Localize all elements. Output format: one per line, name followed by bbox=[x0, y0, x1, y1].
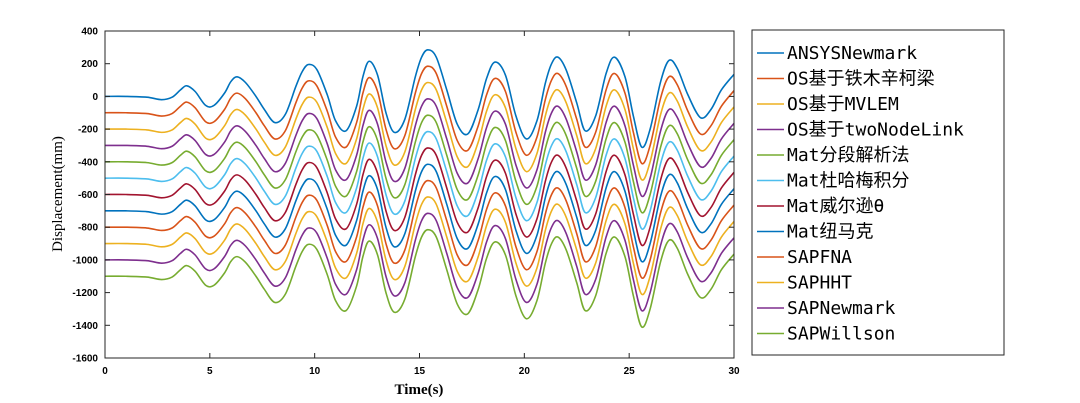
y-tick-label: 0 bbox=[92, 92, 98, 103]
series-line-1 bbox=[104, 49, 735, 149]
y-tick-label: 200 bbox=[81, 59, 98, 70]
y-tick-label: -600 bbox=[78, 190, 98, 201]
series-line-3 bbox=[104, 81, 735, 181]
series-line-10 bbox=[104, 196, 735, 296]
series-line-5 bbox=[104, 114, 735, 214]
legend-label: SAPFNA bbox=[787, 247, 852, 268]
x-axis-label: Time(s) bbox=[395, 382, 444, 398]
series-line-12 bbox=[104, 228, 735, 329]
series-line-11 bbox=[104, 212, 735, 312]
y-tick-label: -800 bbox=[78, 223, 98, 234]
x-tick-label: 30 bbox=[728, 366, 740, 377]
legend-label: OS基于铁木辛柯梁 bbox=[787, 69, 935, 90]
series-line-9 bbox=[104, 179, 735, 279]
x-tick-label: 10 bbox=[309, 366, 321, 377]
legend-label: SAPNewmark bbox=[787, 298, 896, 319]
legend-label: Mat杜哈梅积分 bbox=[787, 171, 910, 192]
legend-item: Mat威尔逊θ bbox=[757, 196, 884, 217]
x-tick-label: 5 bbox=[207, 366, 213, 377]
legend-item: Mat杜哈梅积分 bbox=[757, 171, 910, 192]
series-line-2 bbox=[104, 65, 735, 165]
y-tick-label: -400 bbox=[78, 157, 98, 168]
x-tick-label: 15 bbox=[414, 366, 426, 377]
x-tick-label: 25 bbox=[624, 366, 636, 377]
y-axis-label: Displacement(mm) bbox=[50, 136, 66, 252]
legend-label: OS基于MVLEM bbox=[787, 94, 899, 115]
legend-label: Mat威尔逊θ bbox=[787, 196, 884, 217]
legend-item: SAPHHT bbox=[757, 273, 852, 294]
y-tick-label: -1600 bbox=[72, 354, 98, 365]
legend-label: OS基于twoNodeLink bbox=[787, 120, 964, 141]
legend-item: OS基于铁木辛柯梁 bbox=[757, 69, 935, 90]
legend-label: SAPHHT bbox=[787, 273, 852, 294]
legend-item: OS基于MVLEM bbox=[757, 94, 899, 115]
series-layer bbox=[104, 49, 735, 329]
legend-item: Mat纽马克 bbox=[757, 222, 874, 243]
legend-label: Mat分段解析法 bbox=[787, 145, 910, 166]
legend-label: SAPWillson bbox=[787, 324, 895, 345]
legend-item: SAPFNA bbox=[757, 247, 852, 268]
y-tick-label: -1000 bbox=[72, 255, 98, 266]
legend-item: SAPNewmark bbox=[757, 298, 896, 319]
axis-ticks: 0 5 10 15 20 25 30 400 200 0 -200 -400 -600 -800 -1000… bbox=[72, 27, 740, 378]
y-tick-label: -1200 bbox=[72, 288, 98, 299]
legend-item: ANSYSNewmark bbox=[757, 43, 917, 64]
series-line-6 bbox=[104, 130, 735, 230]
series-line-4 bbox=[104, 98, 735, 198]
y-tick-label: -200 bbox=[78, 125, 98, 136]
series-line-7 bbox=[104, 147, 735, 247]
legend-item: OS基于twoNodeLink bbox=[757, 120, 964, 141]
legend: ANSYSNewmark OS基于铁木辛柯梁 OS基于MVLEM OS基于twoNod… bbox=[751, 29, 1005, 356]
y-tick-label: 400 bbox=[81, 27, 98, 38]
legend-label: ANSYSNewmark bbox=[787, 43, 917, 64]
legend-item: Mat分段解析法 bbox=[757, 145, 910, 166]
y-tick-label: -1400 bbox=[72, 321, 98, 332]
legend-label: Mat纽马克 bbox=[787, 222, 874, 243]
x-tick-label: 0 bbox=[102, 366, 108, 377]
legend-box bbox=[751, 29, 1005, 356]
x-tick-label: 20 bbox=[519, 366, 531, 377]
series-line-8 bbox=[104, 163, 735, 263]
legend-item: SAPWillson bbox=[757, 324, 895, 345]
